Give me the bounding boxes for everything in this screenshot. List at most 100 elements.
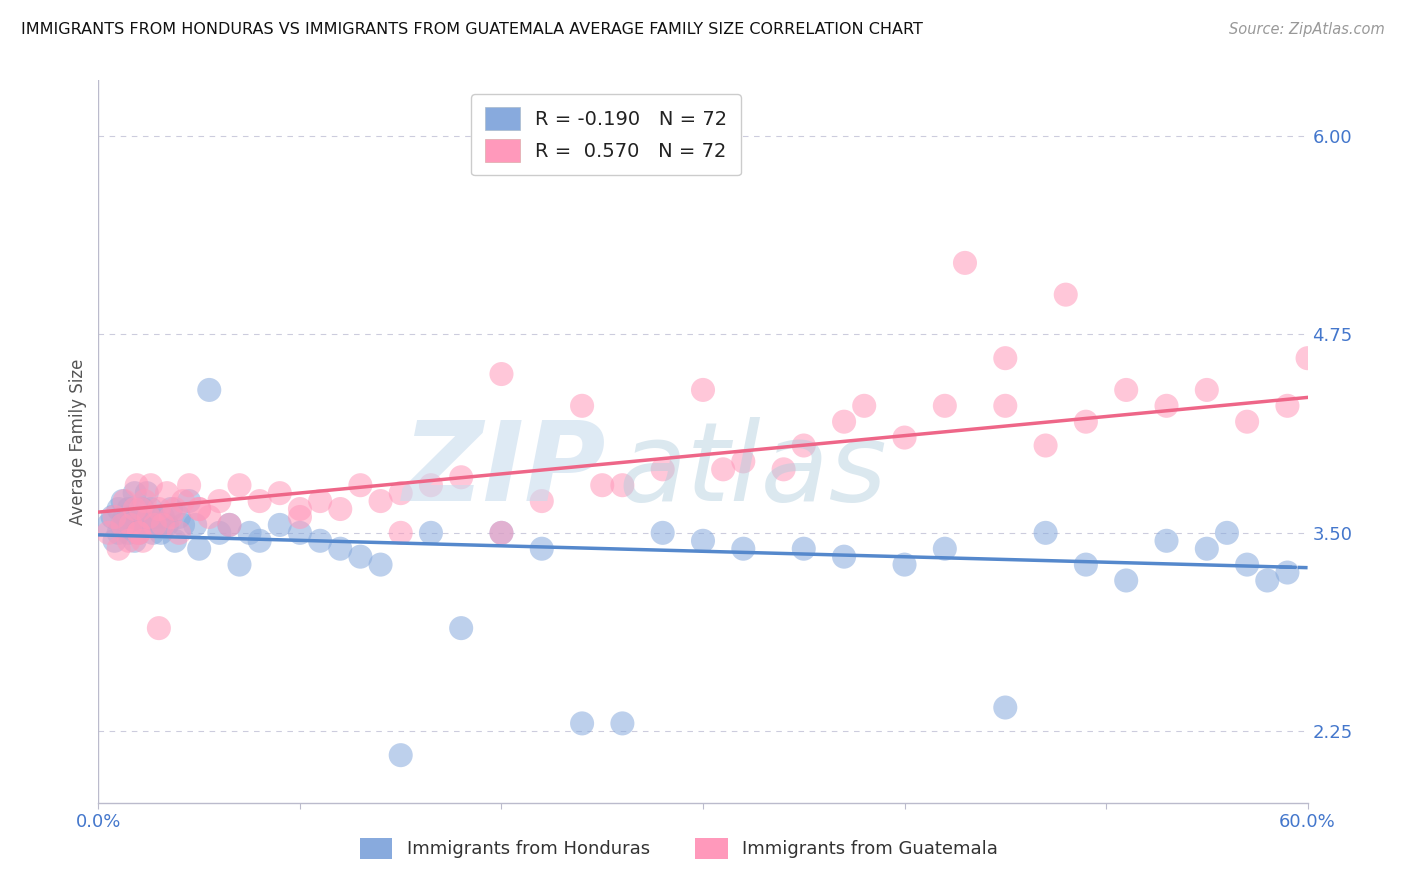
Point bbox=[953, 256, 976, 270]
Point bbox=[994, 351, 1017, 366]
Point bbox=[1115, 383, 1137, 397]
Point bbox=[651, 525, 673, 540]
Point bbox=[114, 494, 136, 508]
Point bbox=[832, 415, 855, 429]
Y-axis label: Average Family Size: Average Family Size bbox=[69, 359, 87, 524]
Text: Source: ZipAtlas.com: Source: ZipAtlas.com bbox=[1229, 22, 1385, 37]
Point bbox=[160, 510, 183, 524]
Point bbox=[288, 510, 311, 524]
Point bbox=[208, 494, 231, 508]
Point bbox=[349, 549, 371, 564]
Point bbox=[269, 517, 291, 532]
Point bbox=[142, 525, 165, 540]
Point bbox=[163, 533, 186, 548]
Point bbox=[571, 399, 593, 413]
Point bbox=[179, 478, 201, 492]
Point bbox=[893, 558, 915, 572]
Point bbox=[1074, 415, 1097, 429]
Point bbox=[208, 525, 231, 540]
Point bbox=[139, 502, 162, 516]
Point bbox=[179, 494, 201, 508]
Point bbox=[103, 533, 125, 548]
Point bbox=[389, 525, 412, 540]
Point bbox=[132, 502, 155, 516]
Point bbox=[148, 517, 170, 532]
Point bbox=[1236, 558, 1258, 572]
Point bbox=[309, 533, 332, 548]
Point bbox=[793, 541, 815, 556]
Point bbox=[188, 502, 211, 516]
Point bbox=[893, 431, 915, 445]
Point bbox=[1035, 525, 1057, 540]
Point bbox=[107, 502, 129, 516]
Point bbox=[143, 517, 166, 532]
Point bbox=[138, 510, 160, 524]
Point bbox=[139, 478, 162, 492]
Point bbox=[934, 541, 956, 556]
Point bbox=[1115, 574, 1137, 588]
Point bbox=[420, 525, 443, 540]
Point bbox=[103, 510, 125, 524]
Point bbox=[370, 494, 392, 508]
Point bbox=[711, 462, 734, 476]
Point bbox=[772, 462, 794, 476]
Point bbox=[994, 399, 1017, 413]
Point bbox=[591, 478, 613, 492]
Point bbox=[172, 494, 194, 508]
Point bbox=[107, 541, 129, 556]
Point bbox=[269, 486, 291, 500]
Point bbox=[149, 525, 172, 540]
Point bbox=[692, 533, 714, 548]
Point bbox=[1256, 574, 1278, 588]
Point bbox=[198, 510, 221, 524]
Point bbox=[249, 494, 271, 508]
Point bbox=[167, 510, 190, 524]
Point bbox=[420, 478, 443, 492]
Point bbox=[1216, 525, 1239, 540]
Point bbox=[491, 367, 513, 381]
Point bbox=[530, 541, 553, 556]
Point bbox=[120, 517, 142, 532]
Point bbox=[172, 517, 194, 532]
Point bbox=[152, 510, 174, 524]
Point bbox=[934, 399, 956, 413]
Point bbox=[530, 494, 553, 508]
Point bbox=[156, 486, 179, 500]
Point bbox=[1156, 399, 1178, 413]
Point bbox=[1195, 383, 1218, 397]
Point bbox=[389, 486, 412, 500]
Point bbox=[1195, 541, 1218, 556]
Point bbox=[239, 525, 262, 540]
Point bbox=[167, 525, 190, 540]
Point bbox=[612, 716, 634, 731]
Point bbox=[1277, 566, 1299, 580]
Point bbox=[1296, 351, 1319, 366]
Point bbox=[125, 517, 148, 532]
Point bbox=[148, 621, 170, 635]
Point bbox=[692, 383, 714, 397]
Point bbox=[228, 558, 250, 572]
Point bbox=[853, 399, 876, 413]
Point bbox=[111, 517, 134, 532]
Point bbox=[309, 494, 332, 508]
Point bbox=[370, 558, 392, 572]
Point bbox=[160, 502, 183, 516]
Point bbox=[994, 700, 1017, 714]
Point bbox=[188, 502, 211, 516]
Point bbox=[128, 525, 150, 540]
Point bbox=[128, 510, 150, 524]
Point bbox=[97, 517, 120, 532]
Point bbox=[1236, 415, 1258, 429]
Point bbox=[832, 549, 855, 564]
Point bbox=[793, 438, 815, 452]
Point bbox=[571, 716, 593, 731]
Point bbox=[184, 517, 207, 532]
Point bbox=[389, 748, 412, 763]
Point bbox=[101, 510, 124, 524]
Point bbox=[118, 533, 141, 548]
Point bbox=[218, 517, 240, 532]
Point bbox=[129, 517, 152, 532]
Point bbox=[288, 502, 311, 516]
Point bbox=[188, 541, 211, 556]
Point bbox=[349, 478, 371, 492]
